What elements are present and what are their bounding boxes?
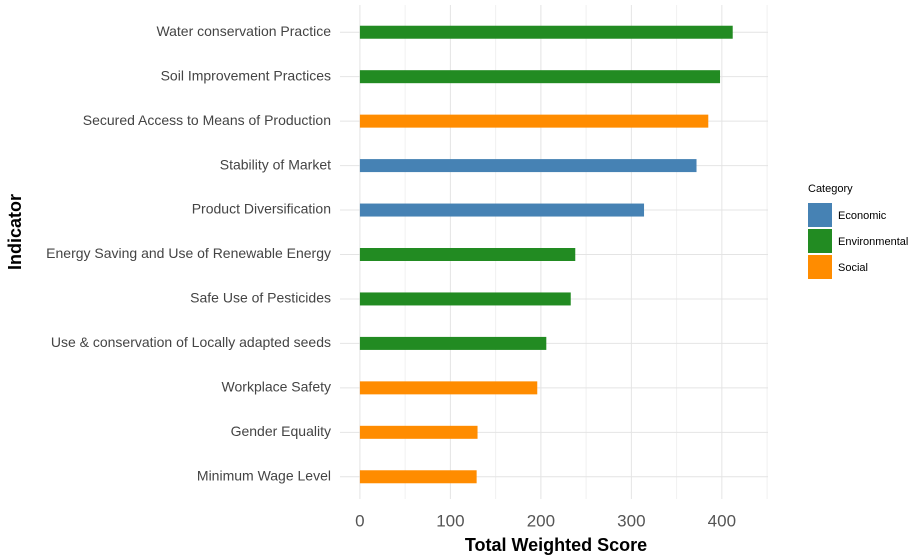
bar bbox=[359, 292, 571, 306]
x-axis-title: Total Weighted Score bbox=[465, 535, 647, 555]
y-tick-label: Soil Improvement Practices bbox=[161, 67, 331, 83]
legend-swatch bbox=[808, 229, 832, 253]
bar bbox=[359, 159, 697, 173]
y-tick-label: Safe Use of Pesticides bbox=[190, 290, 331, 306]
legend-label: Environmental bbox=[838, 236, 908, 248]
y-tick-label: Secured Access to Means of Production bbox=[83, 112, 331, 128]
y-tick-label: Product Diversification bbox=[192, 201, 331, 217]
bar bbox=[359, 203, 645, 217]
y-tick-label: Workplace Safety bbox=[222, 379, 331, 395]
bar bbox=[359, 336, 547, 350]
y-tick-label: Gender Equality bbox=[231, 423, 331, 439]
bar bbox=[359, 381, 538, 395]
bar bbox=[359, 70, 721, 84]
legend-title: Category bbox=[808, 183, 853, 195]
x-tick-label: 200 bbox=[527, 511, 555, 530]
legend-label: Social bbox=[838, 262, 868, 274]
x-tick-label: 300 bbox=[617, 511, 645, 530]
y-tick-label: Water conservation Practice bbox=[156, 23, 331, 39]
x-tick-label: 400 bbox=[708, 511, 736, 530]
legend-label: Economic bbox=[838, 210, 887, 222]
x-tick-label: 100 bbox=[436, 511, 464, 530]
y-tick-label: Minimum Wage Level bbox=[197, 467, 331, 483]
legend-swatch bbox=[808, 203, 832, 227]
bar bbox=[359, 470, 477, 484]
bar bbox=[359, 425, 478, 439]
bar bbox=[359, 25, 733, 39]
y-tick-label: Use & conservation of Locally adapted se… bbox=[51, 334, 331, 350]
bar bbox=[359, 114, 709, 128]
y-tick-label: Energy Saving and Use of Renewable Energ… bbox=[46, 245, 331, 261]
y-axis-title: Indicator bbox=[5, 194, 25, 270]
legend-swatch bbox=[808, 255, 832, 279]
y-tick-label: Stability of Market bbox=[220, 156, 331, 172]
x-tick-label: 0 bbox=[355, 511, 364, 530]
bar bbox=[359, 248, 576, 261]
